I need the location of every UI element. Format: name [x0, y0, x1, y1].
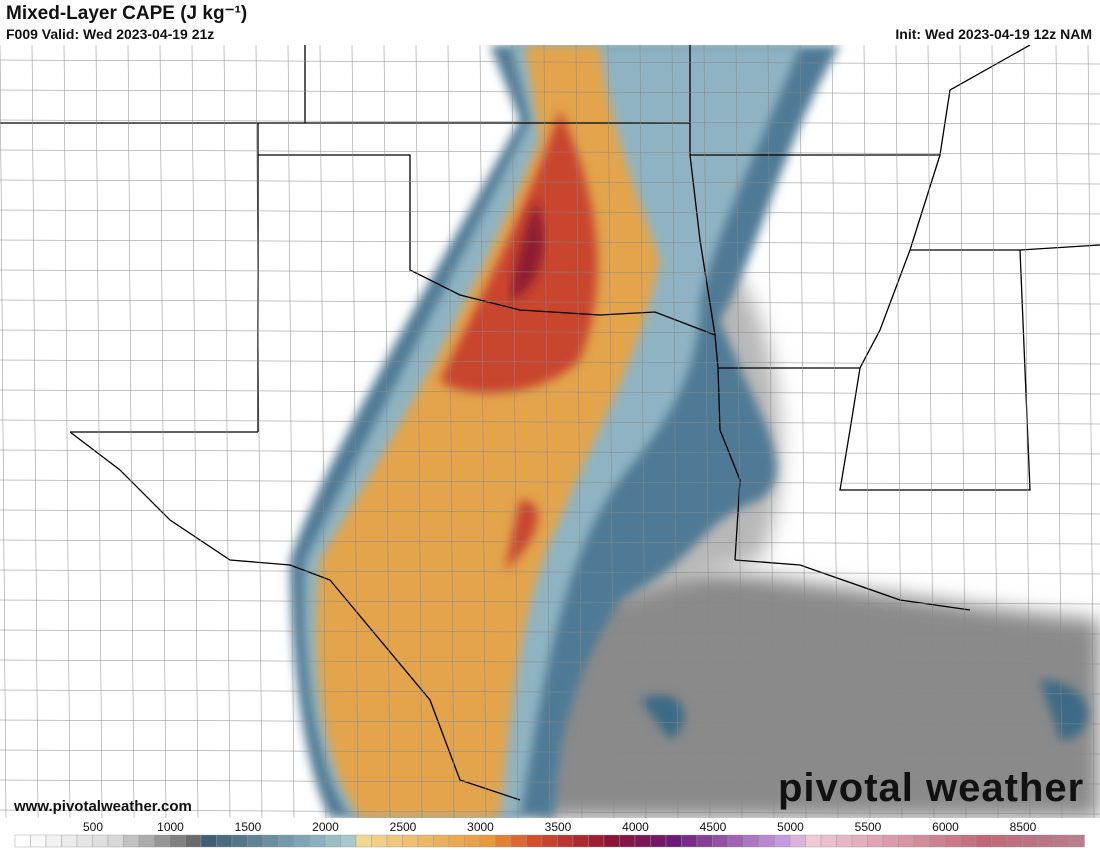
colorbar-swatch [929, 834, 946, 848]
colorbar-swatch [820, 834, 837, 848]
colorbar-swatch [650, 834, 667, 848]
colorbar-swatch [805, 834, 822, 848]
colorbar-swatch [185, 834, 202, 848]
colorbar-swatch [479, 834, 496, 848]
colorbar-swatch [634, 834, 651, 848]
colorbar-swatch [851, 834, 868, 848]
map-title: Mixed-Layer CAPE (J kg⁻¹) [6, 3, 248, 24]
colorbar-swatch [76, 834, 93, 848]
colorbar-swatch [913, 834, 930, 848]
logo: pivotal weather [778, 766, 1085, 810]
colorbar-swatch [324, 834, 341, 848]
colorbar-swatch [758, 834, 775, 848]
colorbar-swatch [278, 834, 295, 848]
colorbar-swatch [14, 834, 31, 848]
colorbar-swatch [169, 834, 186, 848]
colorbar-swatch [975, 834, 992, 848]
colorbar-swatch [340, 834, 357, 848]
website: www.pivotalweather.com [14, 798, 192, 815]
colorbar-swatch [154, 834, 171, 848]
colorbar-swatch [944, 834, 961, 848]
colorbar-label: 6000 [932, 820, 959, 834]
colorbar-swatch [1022, 834, 1039, 848]
colorbar-swatch [417, 834, 434, 848]
colorbar-swatch [262, 834, 279, 848]
colorbar-swatch [448, 834, 465, 848]
colorbar-label: 3000 [467, 820, 494, 834]
colorbar-swatch [882, 834, 899, 848]
colorbar-swatch [464, 834, 481, 848]
colorbar-swatch [743, 834, 760, 848]
gulf-pockets [640, 680, 1088, 740]
colorbar-label: 5500 [855, 820, 882, 834]
colorbar-label: 1500 [235, 820, 262, 834]
colorbar-swatch [836, 834, 853, 848]
colorbar-swatch [557, 834, 574, 848]
colorbar-label: 2000 [312, 820, 339, 834]
colorbar-label: 2500 [390, 820, 417, 834]
colorbar-swatch [371, 834, 388, 848]
colorbar-swatch [665, 834, 682, 848]
colorbar-swatch [92, 834, 109, 848]
colorbar-swatch [123, 834, 140, 848]
colorbar-swatch [696, 834, 713, 848]
colorbar-swatch [867, 834, 884, 848]
colorbar-swatch [216, 834, 233, 848]
county-lines [0, 45, 1100, 818]
colorbar-swatch [526, 834, 543, 848]
red-core [440, 110, 598, 570]
colorbar-swatch [61, 834, 78, 848]
colorbar-swatch [1006, 834, 1023, 848]
county-grid [0, 45, 1100, 818]
colorbar-swatch [200, 834, 217, 848]
colorbar-swatch [789, 834, 806, 848]
colorbar-swatch [774, 834, 791, 848]
colorbar-swatch [231, 834, 248, 848]
colorbar-swatch [541, 834, 558, 848]
colorbar-swatch [45, 834, 62, 848]
init-time: Init: Wed 2023-04-19 12z NAM [895, 26, 1092, 42]
colorbar-swatch [107, 834, 124, 848]
colorbar-label: 4000 [622, 820, 649, 834]
colorbar-label: 8500 [1010, 820, 1037, 834]
colorbar-swatch [433, 834, 450, 848]
colorbar: 500 1000 1500 2000 2500 3000 3500 4000 4500 5000 5… [14, 820, 1085, 848]
cape-field [0, 45, 1100, 818]
colorbar-swatch [138, 834, 155, 848]
colorbar-swatch [712, 834, 729, 848]
colorbar-swatch [402, 834, 419, 848]
colorbar-swatch [991, 834, 1008, 848]
dark-red-core [510, 200, 545, 300]
colorbar-swatch [1053, 834, 1070, 848]
colorbar-label: 1000 [157, 820, 184, 834]
colorbar-swatch [588, 834, 605, 848]
colorbar-swatch [1037, 834, 1054, 848]
colorbar-swatch [495, 834, 512, 848]
colorbar-swatch [572, 834, 589, 848]
colorbar-label: 500 [83, 820, 103, 834]
colorbar-label: 5000 [777, 820, 804, 834]
colorbar-swatch [247, 834, 264, 848]
colorbar-swatch [960, 834, 977, 848]
colorbar-swatch [510, 834, 527, 848]
colorbar-swatch [727, 834, 744, 848]
colorbar-label: 4500 [700, 820, 727, 834]
colorbar-swatch [355, 834, 372, 848]
colorbar-swatch [1068, 834, 1085, 848]
colorbar-label: 3500 [545, 820, 572, 834]
colorbar-swatch [898, 834, 915, 848]
valid-time: F009 Valid: Wed 2023-04-19 21z [6, 26, 215, 42]
colorbar-swatch [309, 834, 326, 848]
colorbar-swatch [30, 834, 47, 848]
colorbar-swatch [386, 834, 403, 848]
colorbar-swatch [681, 834, 698, 848]
colorbar-swatch [293, 834, 310, 848]
colorbar-swatch [619, 834, 636, 848]
colorbar-swatch [603, 834, 620, 848]
